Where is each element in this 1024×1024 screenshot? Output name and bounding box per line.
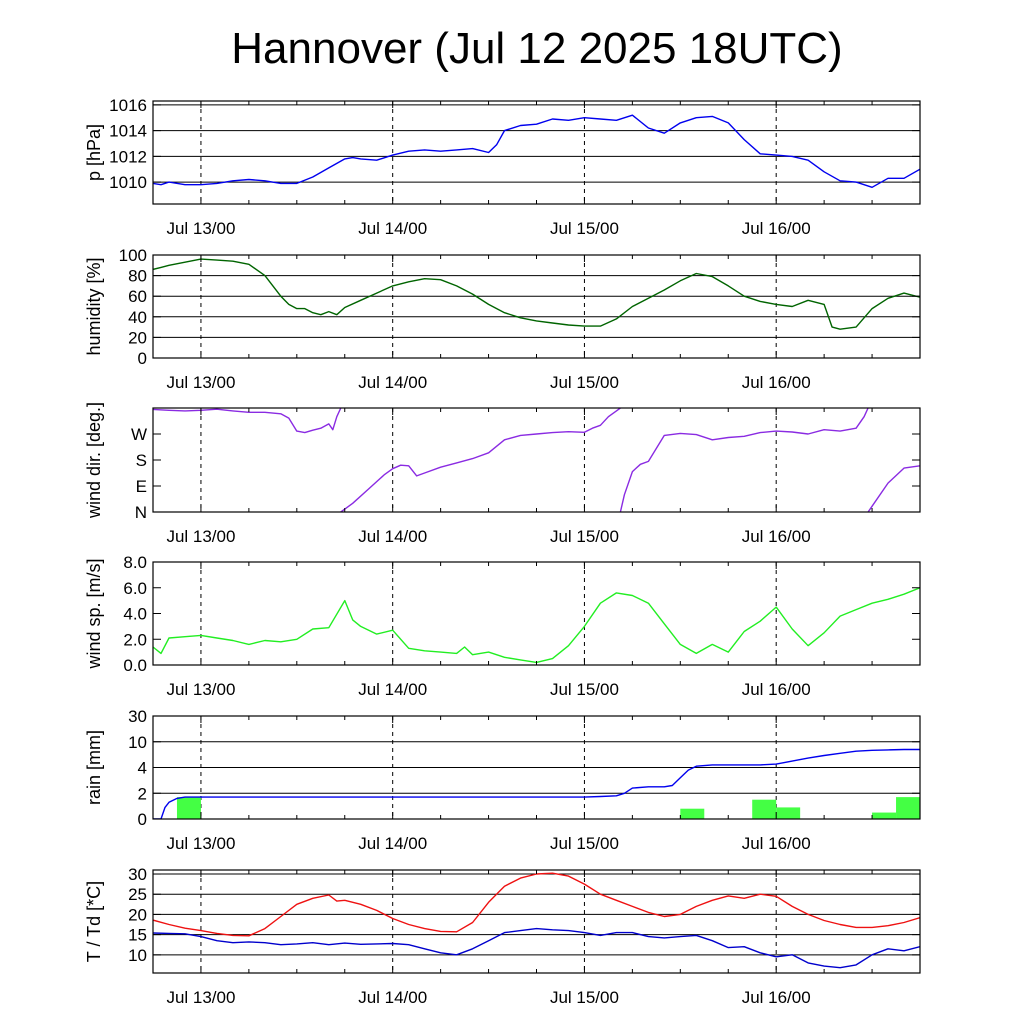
x-tick-label: Jul 16/00 bbox=[742, 680, 811, 699]
x-tick-label: Jul 13/00 bbox=[166, 988, 235, 1007]
wind-direction-series-line bbox=[619, 408, 869, 512]
y-axis-label: rain [mm] bbox=[84, 730, 104, 805]
y-tick-label: W bbox=[131, 425, 147, 444]
y-tick-label: 15 bbox=[128, 926, 147, 945]
y-tick-label: 4.0 bbox=[123, 605, 147, 624]
temperature-series-line bbox=[153, 872, 920, 937]
rain-bar bbox=[776, 807, 801, 819]
x-tick-label: Jul 14/00 bbox=[358, 680, 427, 699]
panel-frame bbox=[152, 407, 921, 513]
y-tick-label: 8.0 bbox=[123, 553, 147, 572]
y-axis-label: p [hPa] bbox=[84, 124, 104, 181]
humidity-series-line bbox=[153, 258, 920, 330]
panel-pressure: 1010 1012 1014 1016 Jul 13/00 Jul 14/00 Jul 15… bbox=[84, 96, 921, 238]
y-tick-label: 1016 bbox=[109, 96, 147, 115]
y-tick-label: 0.0 bbox=[123, 656, 147, 675]
y-axis-label: T / Td [*C] bbox=[84, 881, 104, 962]
x-tick-label: Jul 16/00 bbox=[742, 988, 811, 1007]
x-tick-label: Jul 15/00 bbox=[550, 219, 619, 238]
y-tick-label: 10 bbox=[128, 946, 147, 965]
pressure-series-line bbox=[153, 114, 920, 189]
rain-bar bbox=[920, 818, 944, 819]
wind-direction-series-line bbox=[340, 408, 621, 512]
x-tick-label: Jul 15/00 bbox=[550, 680, 619, 699]
chart-title: Hannover (Jul 12 2025 18UTC) bbox=[231, 24, 842, 73]
panel-frame bbox=[152, 561, 921, 666]
rain-bar bbox=[680, 808, 705, 819]
y-tick-label: 4 bbox=[138, 759, 147, 778]
temperature-series-line bbox=[153, 927, 920, 969]
y-tick-label: 30 bbox=[128, 707, 147, 726]
x-tick-label: Jul 15/00 bbox=[550, 373, 619, 392]
wind-direction-series-line bbox=[153, 408, 342, 434]
y-tick-label: 40 bbox=[128, 308, 147, 327]
y-tick-label: 20 bbox=[128, 905, 147, 924]
y-tick-label: 1012 bbox=[109, 147, 147, 166]
y-axis-label: wind sp. [m/s] bbox=[84, 558, 104, 669]
y-tick-label: 60 bbox=[128, 287, 147, 306]
panel-rain: 0 2 4 10 30 Jul 13/00 Jul 14/00 Jul 15/00 Jul 16… bbox=[84, 707, 944, 853]
x-tick-label: Jul 15/00 bbox=[550, 527, 619, 546]
rain-bar bbox=[752, 799, 777, 819]
y-tick-label: 30 bbox=[128, 865, 147, 884]
y-tick-label: 0 bbox=[138, 810, 147, 829]
x-tick-label: Jul 13/00 bbox=[166, 219, 235, 238]
panel-wind-speed: 0.0 2.0 4.0 6.0 8.0 Jul 13/00 Jul 14/00 Jul 15/… bbox=[84, 553, 921, 699]
x-tick-label: Jul 16/00 bbox=[742, 219, 811, 238]
x-tick-label: Jul 14/00 bbox=[358, 988, 427, 1007]
rain-bar bbox=[872, 812, 897, 819]
x-tick-label: Jul 13/00 bbox=[166, 373, 235, 392]
y-tick-label: 20 bbox=[128, 328, 147, 347]
y-tick-label: 25 bbox=[128, 885, 147, 904]
wind-speed-series-line bbox=[153, 587, 920, 664]
x-tick-label: Jul 16/00 bbox=[742, 527, 811, 546]
y-tick-label: 80 bbox=[128, 267, 147, 286]
panel-frame bbox=[152, 254, 921, 359]
y-tick-label: 0 bbox=[138, 349, 147, 368]
x-tick-label: Jul 14/00 bbox=[358, 373, 427, 392]
x-tick-label: Jul 13/00 bbox=[166, 834, 235, 853]
y-tick-label: 1014 bbox=[109, 122, 147, 141]
y-tick-label: E bbox=[136, 477, 147, 496]
x-tick-label: Jul 13/00 bbox=[166, 527, 235, 546]
y-tick-label: 1010 bbox=[109, 173, 147, 192]
y-tick-label: 2 bbox=[138, 784, 147, 803]
x-tick-label: Jul 15/00 bbox=[550, 988, 619, 1007]
x-tick-label: Jul 15/00 bbox=[550, 834, 619, 853]
x-tick-label: Jul 16/00 bbox=[742, 834, 811, 853]
x-tick-label: Jul 14/00 bbox=[358, 219, 427, 238]
y-tick-label: 2.0 bbox=[123, 630, 147, 649]
rain-bar bbox=[896, 797, 920, 819]
x-tick-label: Jul 13/00 bbox=[166, 680, 235, 699]
y-axis-label: humidity [%] bbox=[84, 257, 104, 355]
x-tick-label: Jul 14/00 bbox=[358, 527, 427, 546]
y-tick-label: 10 bbox=[128, 733, 147, 752]
y-tick-label: N bbox=[135, 503, 147, 522]
rain-bar bbox=[176, 797, 201, 819]
rain-series-line bbox=[153, 748, 920, 819]
y-tick-label: S bbox=[136, 451, 147, 470]
y-axis-label: wind dir. [deg.] bbox=[84, 402, 104, 519]
panel-frame bbox=[152, 100, 921, 205]
panel-frame bbox=[152, 869, 921, 974]
y-tick-label: 100 bbox=[119, 246, 147, 265]
x-tick-label: Jul 14/00 bbox=[358, 834, 427, 853]
y-tick-label: 6.0 bbox=[123, 579, 147, 598]
x-tick-label: Jul 16/00 bbox=[742, 373, 811, 392]
wind-direction-series-line bbox=[867, 465, 920, 512]
